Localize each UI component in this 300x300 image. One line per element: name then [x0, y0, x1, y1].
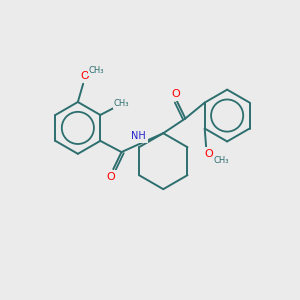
Text: CH₃: CH₃ [89, 66, 104, 75]
Text: NH: NH [131, 131, 146, 141]
Text: O: O [171, 89, 180, 99]
Text: CH₃: CH₃ [214, 155, 229, 164]
Text: O: O [106, 172, 115, 182]
Text: O: O [204, 149, 213, 159]
Text: O: O [80, 70, 89, 80]
Text: CH₃: CH₃ [114, 99, 129, 108]
